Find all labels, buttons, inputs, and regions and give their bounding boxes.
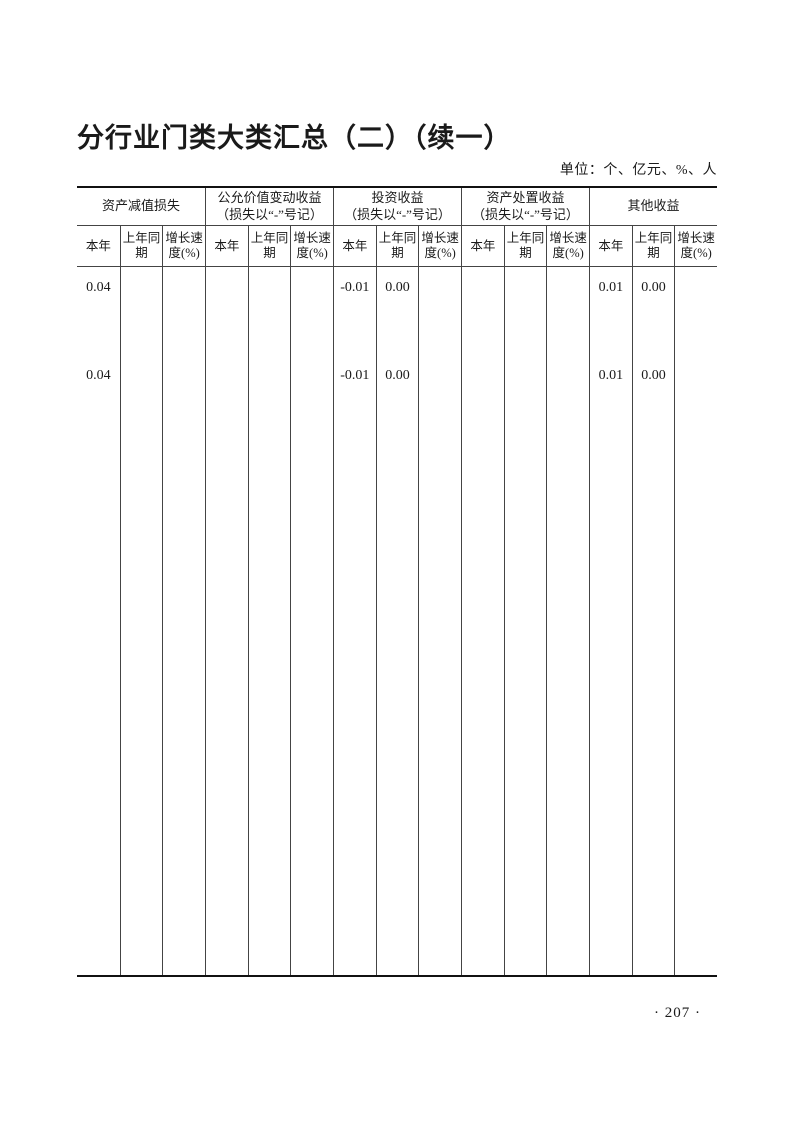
table-cell: -0.01 <box>340 368 370 383</box>
table-column <box>247 267 291 975</box>
table-column <box>503 267 547 975</box>
table-column <box>162 267 205 975</box>
subheader-current-year: 本年 <box>205 226 248 266</box>
unit-note: 单位：个、亿元、%、人 <box>559 163 717 178</box>
table-cell: 0.01 <box>598 368 624 383</box>
table-group-header-row: 资产减值损失 公允价值变动收益 （损失以“-”号记） 投资收益 （损失以“-”号… <box>77 188 717 226</box>
subheader-growth-rate: 增长速 度(%) <box>162 226 205 266</box>
table-column: -0.01 -0.01 <box>333 267 376 975</box>
table-column <box>546 267 589 975</box>
table-body: 0.04 0.04 -0.01 -0.01 0.00 0.0 <box>77 267 717 975</box>
group-header-fair-value-change-gains: 公允价值变动收益 （损失以“-”号记） <box>205 188 333 225</box>
subheader-growth-rate: 增长速 度(%) <box>290 226 333 266</box>
group-header-asset-impairment-loss: 资产减值损失 <box>101 198 180 214</box>
table-column: 0.00 0.00 <box>631 267 675 975</box>
subheader-current-year: 本年 <box>333 226 376 266</box>
table-column <box>205 267 248 975</box>
table-cell: 0.00 <box>641 280 666 295</box>
table-cell: 0.04 <box>86 280 111 295</box>
table-subheader-row: 本年 上年同 期 增长速 度(%) 本年 上年同 期 增长速 度(%) 本年 上… <box>77 226 717 267</box>
group-header-asset-disposal-gains: 资产处置收益 （损失以“-”号记） <box>461 188 589 225</box>
subheader-current-year: 本年 <box>85 238 111 253</box>
table-cell: 0.00 <box>641 368 666 383</box>
subheader-current-year: 本年 <box>589 226 632 266</box>
group-header-investment-income: 投资收益 （损失以“-”号记） <box>333 188 461 225</box>
subheader-growth-rate: 增长速 度(%) <box>546 226 589 266</box>
table-column <box>119 267 163 975</box>
subheader-same-period-last-year: 上年同 期 <box>119 226 163 266</box>
table-column: 0.00 0.00 <box>375 267 419 975</box>
table-column <box>461 267 504 975</box>
table-cell: 0.04 <box>86 368 111 383</box>
table-column: 0.04 0.04 <box>77 267 120 975</box>
subheader-same-period-last-year: 上年同 期 <box>503 226 547 266</box>
table-column <box>290 267 333 975</box>
page-title: 分行业门类大类汇总（二）（续一） <box>77 123 512 153</box>
subheader-same-period-last-year: 上年同 期 <box>247 226 291 266</box>
subheader-same-period-last-year: 上年同 期 <box>375 226 419 266</box>
table-column: 0.01 0.01 <box>589 267 632 975</box>
page-number: · 207 · <box>654 1005 701 1021</box>
subheader-same-period-last-year: 上年同 期 <box>631 226 675 266</box>
table-column <box>418 267 461 975</box>
table-cell: 0.00 <box>385 368 410 383</box>
subheader-growth-rate: 增长速 度(%) <box>418 226 461 266</box>
table-cell: 0.01 <box>598 280 624 295</box>
table-cell: -0.01 <box>340 280 370 295</box>
table-column <box>674 267 717 975</box>
subheader-growth-rate: 增长速 度(%) <box>674 226 717 266</box>
table-cell: 0.00 <box>385 280 410 295</box>
summary-table: 资产减值损失 公允价值变动收益 （损失以“-”号记） 投资收益 （损失以“-”号… <box>77 186 717 977</box>
group-header-other-gains: 其他收益 <box>589 188 717 225</box>
subheader-current-year: 本年 <box>461 226 504 266</box>
